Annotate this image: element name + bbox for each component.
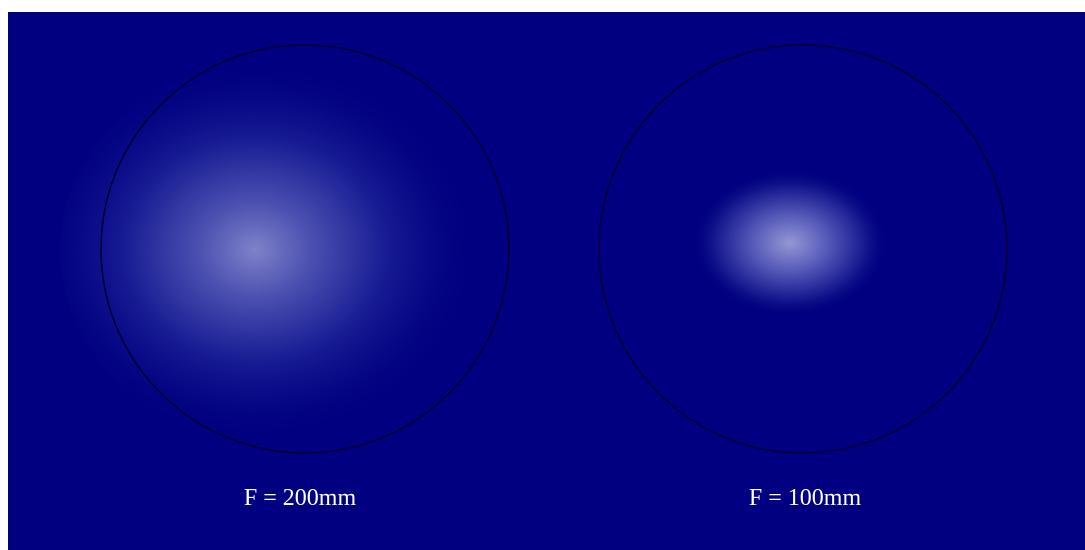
page: F = 200mm F = 100mm (() => { const data … bbox=[0, 0, 1085, 550]
panel-label: F = 200mm bbox=[244, 485, 357, 511]
beam-spot bbox=[695, 153, 915, 333]
beam-spot bbox=[60, 50, 520, 450]
panel-label: F = 100mm bbox=[749, 485, 862, 511]
screen: F = 200mm F = 100mm bbox=[0, 0, 1085, 550]
